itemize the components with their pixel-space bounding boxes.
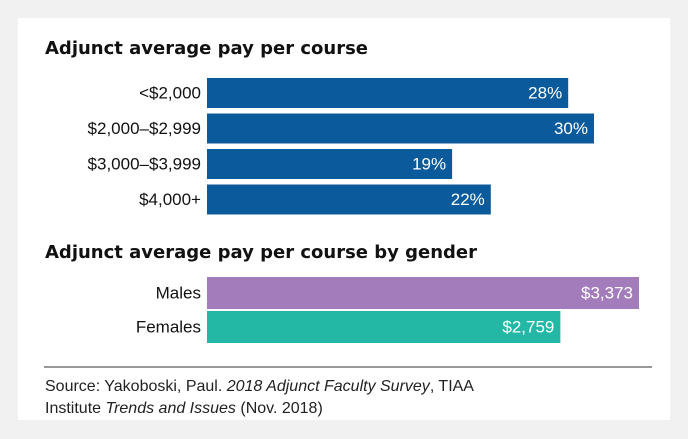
bar bbox=[207, 277, 639, 309]
source-text: , TIAA bbox=[430, 378, 474, 395]
category-label: Females bbox=[136, 317, 201, 336]
value-label: 28% bbox=[528, 83, 562, 102]
category-label: $3,000–$3,999 bbox=[88, 154, 201, 173]
source-text: Source: Yakoboski, Paul. bbox=[45, 378, 227, 395]
chart-title: Adjunct average pay per course bbox=[45, 38, 368, 59]
bar bbox=[207, 113, 594, 144]
bar bbox=[207, 184, 491, 215]
source-text: (Nov. 2018) bbox=[236, 400, 323, 417]
value-label: $3,373 bbox=[581, 283, 633, 302]
value-label: 30% bbox=[554, 119, 588, 138]
source-text: 2018 Adjunct Faculty Survey bbox=[226, 378, 431, 395]
bar bbox=[207, 149, 453, 179]
source-text: Trends and Issues bbox=[105, 400, 235, 417]
category-label: Males bbox=[156, 283, 201, 302]
category-label: <$2,000 bbox=[139, 83, 201, 102]
source: Institute Trends and Issues (Nov. 2018) bbox=[45, 400, 323, 417]
value-label: $2,759 bbox=[502, 317, 554, 336]
bar bbox=[207, 78, 569, 108]
value-label: 19% bbox=[412, 154, 446, 173]
category-label: $4,000+ bbox=[139, 190, 201, 209]
source-text: Institute bbox=[45, 400, 105, 417]
source: Source: Yakoboski, Paul. 2018 Adjunct Fa… bbox=[45, 378, 474, 395]
value-label: 22% bbox=[451, 190, 485, 209]
bar bbox=[207, 311, 561, 343]
chart-title: Adjunct average pay per course by gender bbox=[45, 242, 477, 263]
category-label: $2,000–$2,999 bbox=[88, 119, 201, 138]
